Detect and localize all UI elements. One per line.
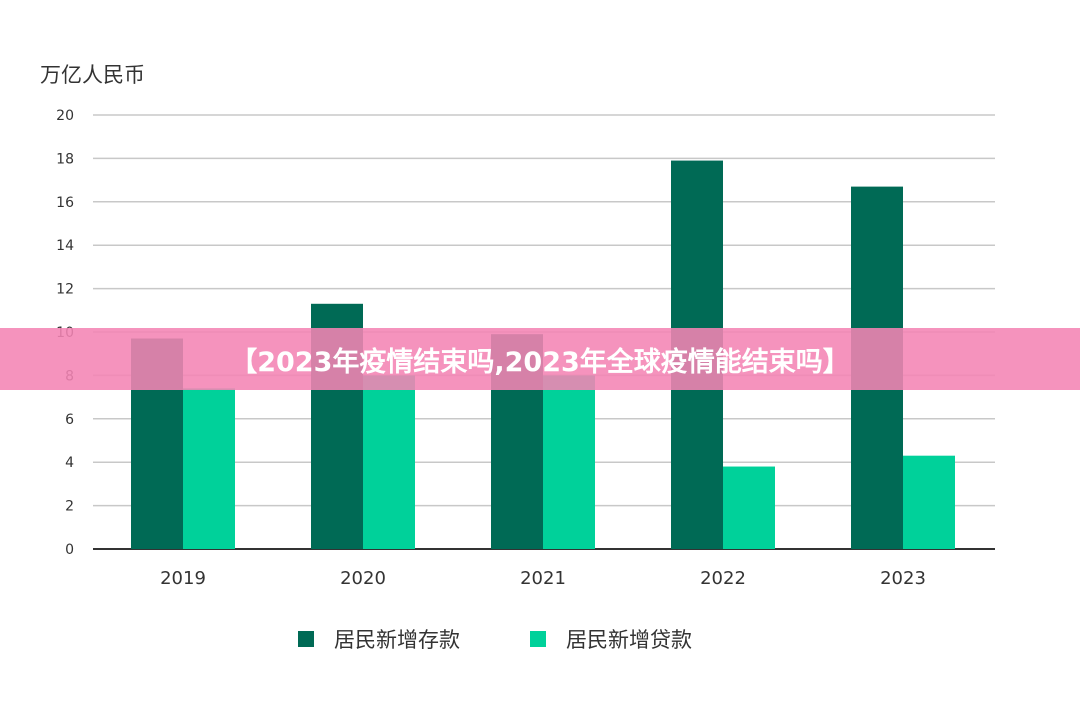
y-tick-label: 16: [56, 195, 74, 211]
y-tick-label: 4: [65, 455, 74, 471]
bar-2022-loan: [723, 466, 775, 549]
x-tick-label: 2022: [700, 568, 746, 589]
x-tick-label: 2020: [340, 568, 386, 589]
y-tick-label: 12: [56, 282, 74, 298]
title-banner: 【2023年疫情结束吗,2023年全球疫情能结束吗】: [0, 328, 1080, 390]
y-tick-label: 18: [56, 151, 74, 167]
legend-label: 居民新增存款: [334, 628, 460, 652]
y-axis-label: 万亿人民币: [40, 63, 145, 87]
bar-2023-loan: [903, 455, 955, 549]
legend-swatch: [530, 631, 546, 647]
x-tick-label: 2021: [520, 568, 566, 589]
bar-2020-loan: [363, 375, 415, 549]
bar-2021-loan: [543, 375, 595, 549]
legend-label: 居民新增贷款: [566, 628, 692, 652]
x-tick-label: 2019: [160, 568, 206, 589]
y-tick-label: 2: [65, 499, 74, 515]
y-tick-label: 20: [56, 108, 74, 124]
x-tick-label: 2023: [880, 568, 926, 589]
y-tick-label: 6: [65, 412, 74, 428]
y-tick-label: 0: [65, 542, 74, 558]
y-tick-label: 14: [56, 238, 74, 254]
bar-2019-loan: [183, 388, 235, 549]
legend-swatch: [298, 631, 314, 647]
